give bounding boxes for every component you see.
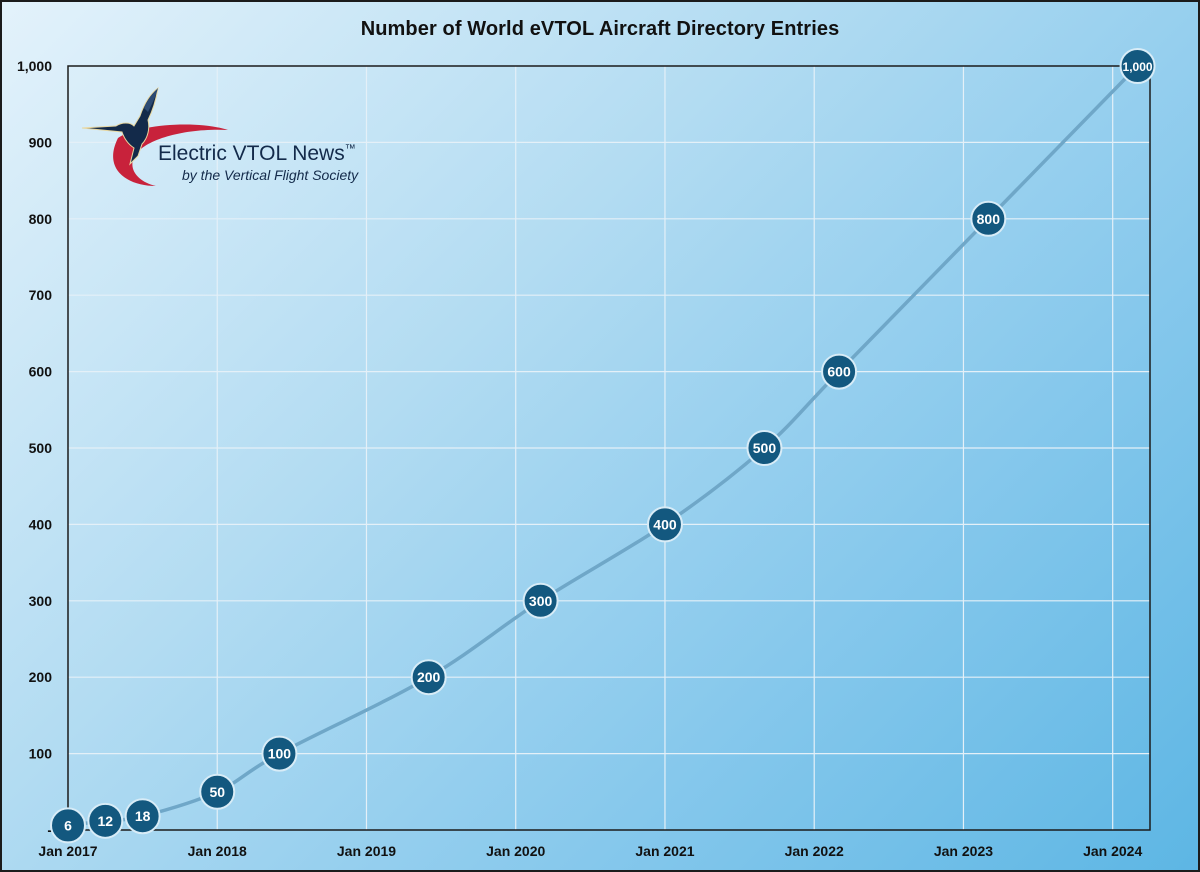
plot-area-border (67, 65, 1151, 831)
data-point: 600 (821, 353, 858, 390)
hummingbird-icon (81, 86, 159, 166)
data-point: 18 (124, 798, 161, 835)
data-label: 200 (417, 669, 441, 685)
y-tick-label: 1,000 (17, 58, 52, 74)
y-tick-label: 700 (29, 287, 53, 303)
grid-lines (68, 66, 1150, 830)
data-label: 6 (64, 817, 72, 833)
data-point: 800 (970, 200, 1007, 237)
x-tick-label: Jan 2023 (934, 843, 993, 859)
y-tick-label: 100 (29, 746, 53, 762)
data-marker (970, 200, 1007, 237)
data-point: 300 (522, 582, 559, 619)
axis-ticks: - 100 200 300 400 500 600 700 800 900 1,000 Jan 201… (17, 58, 1143, 859)
data-label: 12 (98, 813, 114, 829)
data-marker (261, 735, 298, 772)
data-label: 300 (529, 593, 553, 609)
x-tick-label: Jan 2018 (188, 843, 247, 859)
y-tick-label: 900 (29, 134, 53, 150)
chart-title: Number of World eVTOL Aircraft Directory… (360, 18, 840, 40)
y-tick-label: 400 (29, 516, 53, 532)
data-marker (646, 506, 683, 543)
data-marker (124, 798, 161, 835)
y-tick-label: 300 (29, 593, 53, 609)
data-point: 200 (410, 659, 447, 696)
y-tick-label: 500 (29, 440, 53, 456)
y-tick-label: 200 (29, 669, 53, 685)
y-tick-label: - (47, 822, 52, 838)
data-label: 100 (268, 746, 292, 762)
data-point: 400 (646, 506, 683, 543)
data-points: 6 12 18 50 100 200 300 400 500 600 800 1,000 (50, 48, 1156, 844)
data-point: 50 (199, 773, 236, 810)
data-label: 1,000 (1123, 60, 1153, 74)
x-tick-label: Jan 2024 (1083, 843, 1142, 859)
data-marker (821, 353, 858, 390)
data-point: 100 (261, 735, 298, 772)
data-label: 500 (753, 440, 777, 456)
data-label: 600 (827, 364, 851, 380)
data-label: 50 (209, 784, 225, 800)
data-point: 1,000 (1119, 48, 1156, 84)
y-tick-label: 800 (29, 211, 53, 227)
data-label: 400 (653, 516, 677, 532)
data-marker (410, 659, 447, 696)
logo-name: Electric VTOL News™ (158, 142, 356, 165)
x-tick-label: Jan 2019 (337, 843, 396, 859)
data-marker (746, 430, 783, 466)
data-marker (1119, 48, 1156, 84)
logo-tagline: by the Vertical Flight Society (182, 167, 359, 183)
y-tick-label: 600 (29, 364, 53, 380)
data-marker (50, 807, 86, 844)
data-point: 6 (50, 807, 86, 844)
data-marker (199, 773, 236, 810)
data-point: 12 (87, 802, 124, 839)
x-tick-label: Jan 2021 (635, 843, 694, 859)
data-point: 500 (746, 430, 783, 466)
electric-vtol-news-logo (81, 86, 228, 186)
x-tick-label: Jan 2017 (38, 843, 97, 859)
data-label: 18 (135, 808, 151, 824)
x-tick-label: Jan 2022 (785, 843, 844, 859)
data-marker (522, 582, 559, 619)
x-tick-label: Jan 2020 (486, 843, 545, 859)
data-label: 800 (977, 211, 1001, 227)
data-marker (87, 802, 124, 839)
